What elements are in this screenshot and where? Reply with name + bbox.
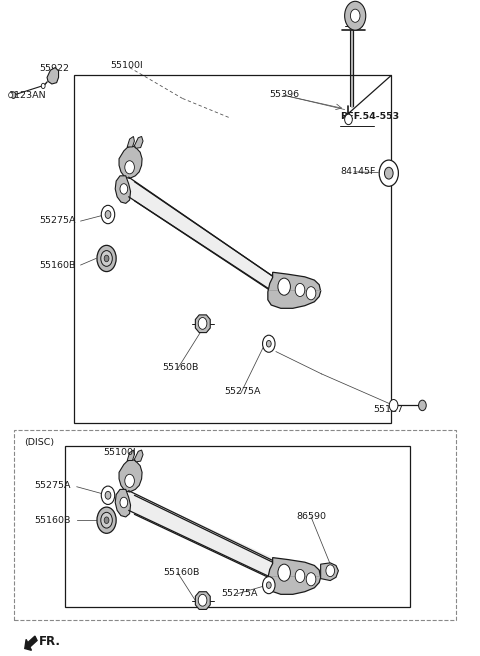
Circle shape [384, 167, 393, 179]
Text: 55100I: 55100I [110, 61, 143, 70]
Polygon shape [129, 177, 279, 297]
Polygon shape [47, 68, 59, 84]
Circle shape [263, 577, 275, 594]
FancyArrow shape [25, 636, 37, 650]
Text: (DISC): (DISC) [24, 438, 54, 447]
Text: 55160B: 55160B [35, 516, 71, 525]
Circle shape [101, 512, 112, 528]
Text: 55275A: 55275A [39, 216, 76, 225]
Circle shape [105, 491, 111, 499]
Polygon shape [119, 459, 142, 492]
Circle shape [11, 92, 16, 98]
Polygon shape [195, 315, 210, 333]
Bar [74, 75, 391, 423]
Text: 55396: 55396 [269, 90, 299, 99]
Bar [14, 430, 456, 620]
Circle shape [101, 205, 115, 224]
Circle shape [326, 565, 335, 577]
Polygon shape [119, 146, 142, 178]
Text: 55100I: 55100I [103, 448, 136, 457]
Circle shape [345, 1, 366, 30]
Polygon shape [268, 272, 321, 308]
Circle shape [125, 161, 134, 174]
Circle shape [295, 569, 305, 583]
Circle shape [266, 340, 271, 347]
Polygon shape [321, 563, 338, 581]
Text: 1123AN: 1123AN [9, 91, 46, 100]
Text: 55275A: 55275A [224, 387, 261, 396]
Text: REF.54-553: REF.54-553 [340, 112, 399, 121]
Circle shape [198, 594, 207, 606]
Circle shape [104, 255, 109, 262]
Circle shape [419, 400, 426, 411]
Polygon shape [134, 450, 143, 462]
Circle shape [101, 251, 112, 266]
Text: 55160B: 55160B [162, 363, 199, 372]
Polygon shape [129, 491, 279, 583]
Circle shape [345, 114, 352, 125]
Text: 55275A: 55275A [35, 481, 71, 490]
Text: 55160B: 55160B [163, 567, 200, 577]
Circle shape [306, 287, 316, 300]
Polygon shape [115, 489, 131, 517]
Circle shape [120, 497, 128, 508]
Circle shape [97, 245, 116, 272]
Polygon shape [115, 176, 131, 203]
Circle shape [266, 582, 271, 588]
Polygon shape [127, 136, 134, 147]
Circle shape [101, 486, 115, 504]
Circle shape [41, 83, 45, 89]
Circle shape [295, 283, 305, 297]
Circle shape [278, 564, 290, 581]
Text: 55117: 55117 [373, 405, 403, 414]
Text: 86590: 86590 [296, 512, 326, 521]
Circle shape [97, 507, 116, 533]
Polygon shape [195, 592, 210, 609]
Bar [65, 446, 410, 607]
Circle shape [263, 335, 275, 352]
Circle shape [379, 160, 398, 186]
Circle shape [389, 400, 398, 411]
Text: 55922: 55922 [39, 64, 69, 73]
Circle shape [306, 573, 316, 586]
Polygon shape [127, 450, 134, 461]
Text: FR.: FR. [39, 635, 61, 648]
Circle shape [198, 318, 207, 329]
Polygon shape [134, 136, 143, 148]
Circle shape [125, 474, 134, 487]
Text: 55275A: 55275A [221, 588, 257, 598]
Text: 55160B: 55160B [39, 260, 76, 270]
Circle shape [120, 184, 128, 194]
Circle shape [9, 92, 12, 98]
Text: 84145F: 84145F [341, 167, 376, 176]
Circle shape [105, 211, 111, 218]
Circle shape [104, 517, 109, 523]
Circle shape [278, 278, 290, 295]
Polygon shape [268, 558, 321, 594]
Circle shape [350, 9, 360, 22]
